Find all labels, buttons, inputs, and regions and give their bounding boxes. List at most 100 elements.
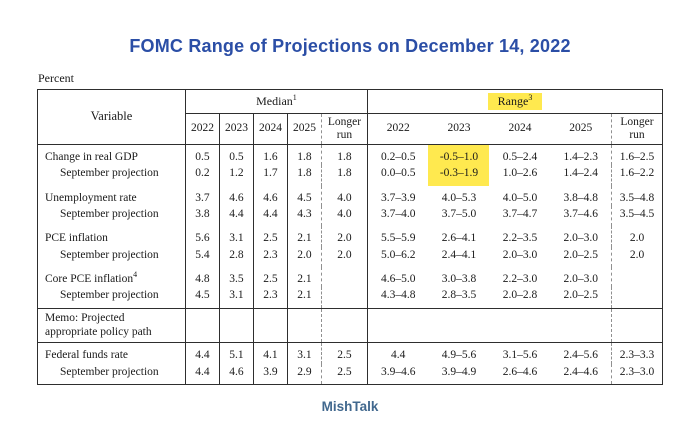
median-cell: 3.1: [286, 342, 322, 364]
range-cell: 5.5–5.9: [366, 226, 429, 247]
memo-empty-cell: [428, 307, 490, 344]
range-cell: 4.0–5.3: [441, 191, 477, 204]
median-cell: 5.1: [218, 342, 254, 364]
memo-empty-cell: [366, 307, 429, 344]
median-cell: 2.0: [320, 246, 368, 268]
range-cell: 3.5–4.5: [610, 205, 663, 227]
percent-label: Percent: [38, 71, 74, 86]
median-cell: 2.3: [252, 287, 288, 309]
median-cell: 1.8: [320, 165, 368, 186]
memo-empty-cell: [320, 307, 368, 344]
median-cell: 1.8: [320, 144, 368, 166]
median-cell: 0.2: [195, 167, 210, 180]
row-label: PCE inflation: [37, 226, 186, 247]
median-cell: 4.8: [195, 273, 210, 286]
median-cell: 4.5: [195, 289, 210, 302]
median-cell: 4.6: [218, 363, 254, 385]
row-label-text: Change in real GDP: [44, 150, 138, 163]
year-header-longer-run: Longer run: [610, 113, 663, 145]
row-label-footnote-marker: 4: [133, 270, 138, 280]
median-cell: 3.1: [218, 287, 254, 309]
row-label-text: Core PCE inflation: [44, 273, 134, 286]
row-label-text: September projection: [59, 289, 159, 302]
range-cell: 3.7–4.7: [502, 207, 538, 220]
table-row: Core PCE inflation4 4.8 3.5 2.5 2.1 4.6–5.0 3.…: [37, 267, 663, 288]
median-group-label: Median: [256, 94, 293, 109]
memo-empty-cell: [252, 307, 288, 344]
range-cell: 2.4–4.6: [563, 365, 598, 378]
median-cell: 4.4: [218, 205, 254, 227]
range-cell: 2.0–3.0: [563, 232, 598, 245]
range-cell: -0.5–1.0: [428, 144, 490, 166]
memo-empty-cell: [610, 307, 663, 344]
year-header: 2025: [286, 113, 322, 145]
row-label: September projection: [37, 287, 186, 309]
range-cell: 3.7–3.9: [366, 185, 429, 206]
memo-empty-cell: [185, 307, 220, 344]
median-cell: 2.5: [320, 363, 368, 385]
range-cell: 2.0: [610, 226, 663, 247]
median-cell: [320, 267, 368, 288]
range-cell: 3.1–5.6: [502, 349, 538, 362]
median-cell: 4.6: [218, 185, 254, 206]
range-cell: 2.4–4.1: [441, 248, 477, 261]
median-cell: 4.4: [195, 349, 210, 362]
median-cell: 0.5: [195, 150, 210, 163]
range-cell: 2.0–2.8: [502, 289, 538, 302]
median-cell: [320, 287, 368, 309]
row-label: Federal funds rate: [37, 342, 186, 364]
range-footnote-marker: 3: [528, 93, 533, 103]
range-cell: 3.9–4.9: [441, 365, 477, 378]
range-cell: 4.6–5.0: [366, 267, 429, 288]
year-header: 2024: [489, 113, 551, 145]
memo-label: Memo: Projected appropriate policy path: [37, 307, 186, 344]
median-cell: 3.7: [195, 191, 210, 204]
range-cell: [610, 287, 663, 309]
median-cell: 4.1: [252, 342, 288, 364]
range-cell: 3.8–4.8: [563, 191, 598, 204]
table-row: September projection 5.4 2.8 2.3 2.0 2.0 5.0–6…: [37, 246, 663, 268]
range-cell: 2.0–3.0: [563, 273, 598, 286]
median-cell: 2.9: [286, 363, 322, 385]
range-cell: 4.4: [366, 342, 429, 364]
memo-empty-cell: [489, 307, 551, 344]
range-cell: 3.7–4.0: [366, 205, 429, 227]
page: FOMC Range of Projections on December 14…: [0, 12, 700, 414]
memo-empty-cell: [550, 307, 612, 344]
median-cell: 1.8: [286, 165, 322, 186]
median-cell: 2.3: [252, 246, 288, 268]
range-cell: [610, 267, 663, 288]
table-row: September projection 3.8 4.4 4.4 4.3 4.0 3.7–4…: [37, 205, 663, 227]
memo-row: Memo: Projected appropriate policy path: [37, 307, 663, 344]
row-label: September projection: [37, 246, 186, 268]
table-row: September projection 4.4 4.6 3.9 2.9 2.5 3.9–4…: [37, 363, 663, 385]
median-cell: 1.7: [252, 165, 288, 186]
range-cell: 4.3–4.8: [366, 287, 429, 309]
median-cell: 2.1: [286, 267, 322, 288]
page-title: FOMC Range of Projections on December 14…: [129, 36, 571, 57]
median-cell: 4.4: [195, 365, 210, 378]
table-row: Federal funds rate 4.4 5.1 4.1 3.1 2.5 4.4 4.9–…: [37, 342, 663, 364]
year-header: 2023: [428, 113, 490, 145]
row-label-text: PCE inflation: [44, 232, 108, 245]
range-cell: 1.0–2.6: [502, 167, 538, 180]
median-cell: 4.6: [252, 185, 288, 206]
median-cell: 4.0: [320, 205, 368, 227]
median-group-header: Median1: [185, 89, 368, 115]
table-row: Change in real GDP 0.5 0.5 1.6 1.8 1.8 0.2–0.5…: [37, 144, 663, 166]
range-cell: 2.2–3.0: [502, 273, 538, 286]
memo-empty-cell: [286, 307, 322, 344]
median-cell: 2.8: [218, 246, 254, 268]
range-cell: -0.3–1.9: [428, 165, 490, 186]
median-cell: 2.1: [286, 226, 322, 247]
median-cell: 2.5: [320, 342, 368, 364]
median-cell: 1.8: [286, 144, 322, 166]
range-cell: 2.3–3.3: [610, 342, 663, 364]
table-row: September projection 4.5 3.1 2.3 2.1 4.3–4.8 2…: [37, 287, 663, 309]
range-cell: 0.0–0.5: [366, 165, 429, 186]
range-group-header: Range3: [366, 89, 663, 115]
range-cell: 3.0–3.8: [441, 273, 477, 286]
median-cell: 2.0: [286, 246, 322, 268]
row-label: Unemployment rate: [37, 185, 186, 206]
year-header: 2022: [366, 113, 429, 145]
